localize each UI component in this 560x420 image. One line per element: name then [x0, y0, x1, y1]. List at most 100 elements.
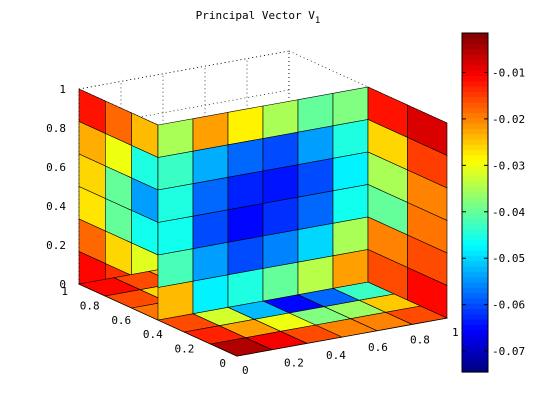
colorbar-step — [462, 276, 488, 283]
cell-inner-slice — [297, 125, 334, 166]
cell-inner-slice — [227, 203, 264, 243]
colorbar-tick-label: -0.03 — [492, 159, 525, 172]
colorbar-step — [462, 366, 488, 373]
colorbar-step — [462, 112, 488, 119]
colorbar-step — [462, 255, 488, 262]
cell-inner-slice — [262, 131, 299, 172]
colorbar-tick-label: -0.07 — [492, 345, 525, 358]
cell-inner-slice — [157, 280, 194, 321]
colorbar-tick-label: -0.06 — [492, 299, 525, 312]
cell-inner-slice — [297, 255, 334, 296]
colorbar-step — [462, 308, 488, 315]
colorbar-step — [462, 75, 488, 82]
cell-inner-slice — [157, 150, 194, 191]
colorbar-tick-label: -0.04 — [492, 206, 525, 219]
cell-inner-slice — [227, 170, 264, 211]
cell-inner-slice — [297, 222, 334, 263]
colorbar-step — [462, 144, 488, 151]
colorbar-step — [462, 149, 488, 156]
colorbar-step — [462, 213, 488, 219]
colorbar-step — [462, 96, 488, 103]
colorbar-step — [462, 160, 488, 167]
colorbar-step — [462, 340, 488, 347]
cell-inner-slice — [262, 164, 299, 204]
z-tick-label: 0.4 — [46, 200, 66, 213]
colorbar-step — [462, 128, 488, 135]
colorbar-step — [462, 181, 488, 188]
cell-inner-slice — [192, 176, 229, 217]
colorbar-step — [462, 54, 488, 61]
colorbar-step — [462, 165, 488, 172]
colorbar-step — [462, 154, 488, 161]
cell-inner-slice — [332, 86, 369, 127]
cell-inner-slice — [157, 248, 194, 288]
colorbar-step — [462, 234, 488, 241]
x-tick-label: 1 — [452, 326, 459, 339]
colorbar-tick-label: -0.02 — [492, 113, 525, 126]
colorbar-step — [462, 64, 488, 71]
cell-inner-slice — [157, 215, 194, 256]
colorbar-step — [462, 218, 488, 225]
colorbar-step — [462, 43, 488, 50]
y-tick-label: 0.2 — [175, 343, 195, 356]
colorbar-step — [462, 345, 488, 352]
colorbar-step — [462, 223, 488, 230]
colorbar-step — [462, 356, 488, 363]
colorbar-step — [462, 207, 488, 214]
colorbar-step — [462, 350, 488, 357]
colorbar-step — [462, 91, 488, 98]
colorbar-step — [462, 313, 488, 320]
y-tick-label: 0.6 — [111, 314, 131, 327]
cell-inner-slice — [332, 119, 369, 159]
x-tick-label: 0.6 — [368, 341, 388, 354]
colorbar-step — [462, 33, 488, 39]
cell-inner-slice — [297, 157, 334, 198]
colorbar-step — [462, 202, 488, 209]
colorbar-step — [462, 260, 488, 267]
colorbar-step — [462, 250, 488, 257]
colorbar-step — [462, 228, 488, 235]
colorbar-step — [462, 287, 488, 294]
colorbar-step — [462, 133, 488, 140]
x-tick-label: 0.4 — [326, 349, 346, 362]
cell-inner-slice — [262, 99, 299, 139]
colorbar-step — [462, 107, 488, 114]
y-tick-label: 0.8 — [80, 299, 100, 312]
cell-inner-slice — [192, 241, 229, 282]
cell-inner-slice — [332, 216, 369, 257]
colorbar-step — [462, 38, 488, 45]
z-tick-label: 0 — [59, 278, 66, 291]
x-tick-label: 0 — [242, 364, 249, 377]
cell-inner-slice — [332, 249, 369, 289]
colorbar-step — [462, 191, 488, 198]
colorbar-step — [462, 266, 488, 272]
cell-inner-slice — [192, 209, 229, 250]
colorbar-tick-label: -0.05 — [492, 252, 525, 265]
cell-inner-slice — [297, 92, 334, 133]
colorbar-step — [462, 281, 488, 288]
colorbar-step — [462, 70, 488, 76]
colorbar-step — [462, 239, 488, 246]
colorbar-step — [462, 101, 488, 108]
y-tick-label: 0.4 — [143, 328, 163, 341]
z-tick-label: 0.6 — [46, 161, 66, 174]
cell-inner-slice — [297, 190, 334, 231]
cell-inner-slice — [332, 151, 369, 192]
colorbar-frame — [461, 32, 489, 373]
colorbar-step — [462, 334, 488, 341]
colorbar-step — [462, 271, 488, 278]
cell-inner-slice — [192, 144, 229, 185]
chart-title: Principal Vector V1 — [196, 9, 321, 26]
cell-inner-slice — [227, 268, 264, 308]
colorbar: -0.07 -0.06 -0.05 -0.04 -0.03 -0.02 -0.01 — [461, 32, 525, 373]
cell-inner-slice — [262, 229, 299, 269]
chart-title-main: Principal Vector V — [196, 9, 316, 22]
colorbar-step — [462, 292, 488, 299]
cell-inner-slice — [157, 183, 194, 223]
box-top-edge — [78, 50, 290, 90]
y-tick-label: 1 — [61, 285, 68, 298]
cell-inner-slice — [262, 261, 299, 302]
colorbar-step — [462, 303, 488, 310]
colorbar-step — [462, 329, 488, 336]
